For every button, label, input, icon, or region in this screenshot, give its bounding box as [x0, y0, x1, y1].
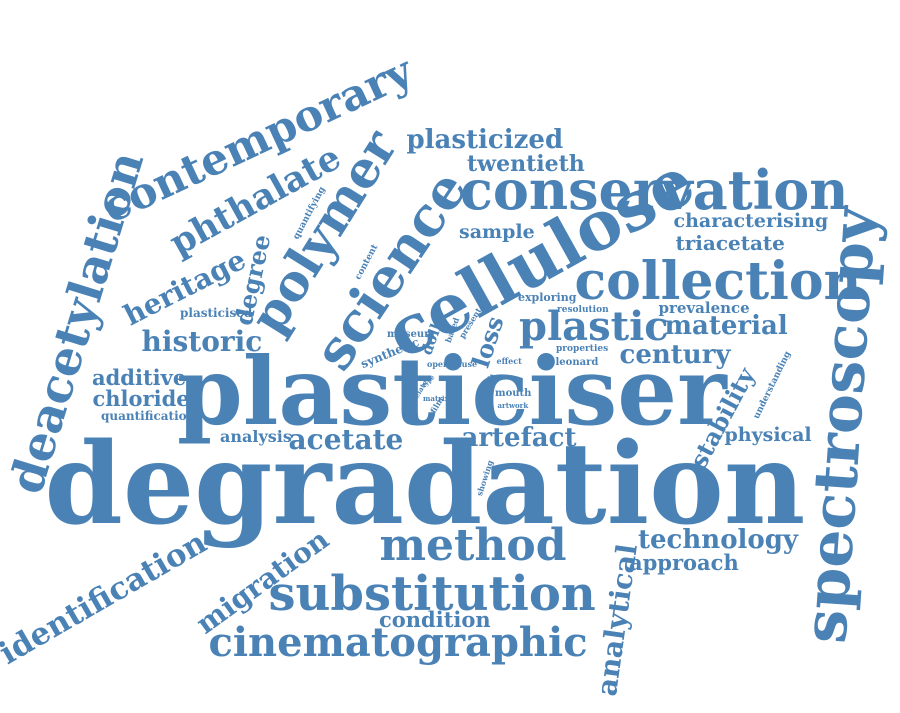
word-additive: additive	[92, 364, 187, 390]
word-physical: physical	[724, 423, 812, 446]
word-plasticized: plasticized	[406, 125, 564, 155]
word-plasticised: plasticised	[180, 306, 253, 320]
word-triacetate: triacetate	[675, 231, 785, 255]
word-artwork: artwork	[497, 400, 529, 410]
word-acetate: acetate	[288, 423, 404, 456]
word-mouth: mouth	[495, 388, 532, 399]
word-effect: effect	[496, 356, 522, 366]
word-method: method	[379, 520, 567, 571]
word-artefact: artefact	[461, 423, 577, 453]
word-material: material	[664, 311, 788, 341]
word-resolution: resolution	[557, 304, 609, 315]
word-plasticiser: plasticiser	[177, 337, 727, 447]
word-conservation: conservation	[460, 158, 849, 222]
word-substitution: substitution	[268, 566, 596, 622]
word-degradation: degradation	[44, 419, 806, 550]
word-plastic: plastic	[519, 303, 669, 350]
word-condition: condition	[379, 606, 491, 632]
word-leonard: leonard	[555, 357, 599, 368]
word-exploring: exploring	[518, 290, 577, 304]
word-analysis: analysis	[220, 427, 292, 446]
word-cinematographic: cinematographic	[208, 619, 588, 666]
word-prevalence: prevalence	[658, 298, 750, 317]
word-museum: museum	[387, 329, 435, 340]
word-open-cause: open cause	[427, 359, 478, 369]
word-chloride: chloride	[92, 385, 190, 411]
word-understanding: understanding	[751, 349, 794, 421]
word-quantification: quantification	[101, 409, 196, 423]
word-collection: collection	[574, 251, 862, 312]
word-properties: properties	[556, 343, 609, 354]
word-twentieth: twentieth	[467, 151, 585, 177]
word-matrix: matrix	[423, 393, 449, 403]
word-approach: approach	[629, 549, 739, 575]
word-characterising: characterising	[673, 209, 829, 232]
word-historic: historic	[141, 325, 263, 358]
word-century: century	[619, 340, 731, 370]
word-technology: technology	[638, 525, 799, 555]
word-sample: sample	[459, 220, 535, 243]
